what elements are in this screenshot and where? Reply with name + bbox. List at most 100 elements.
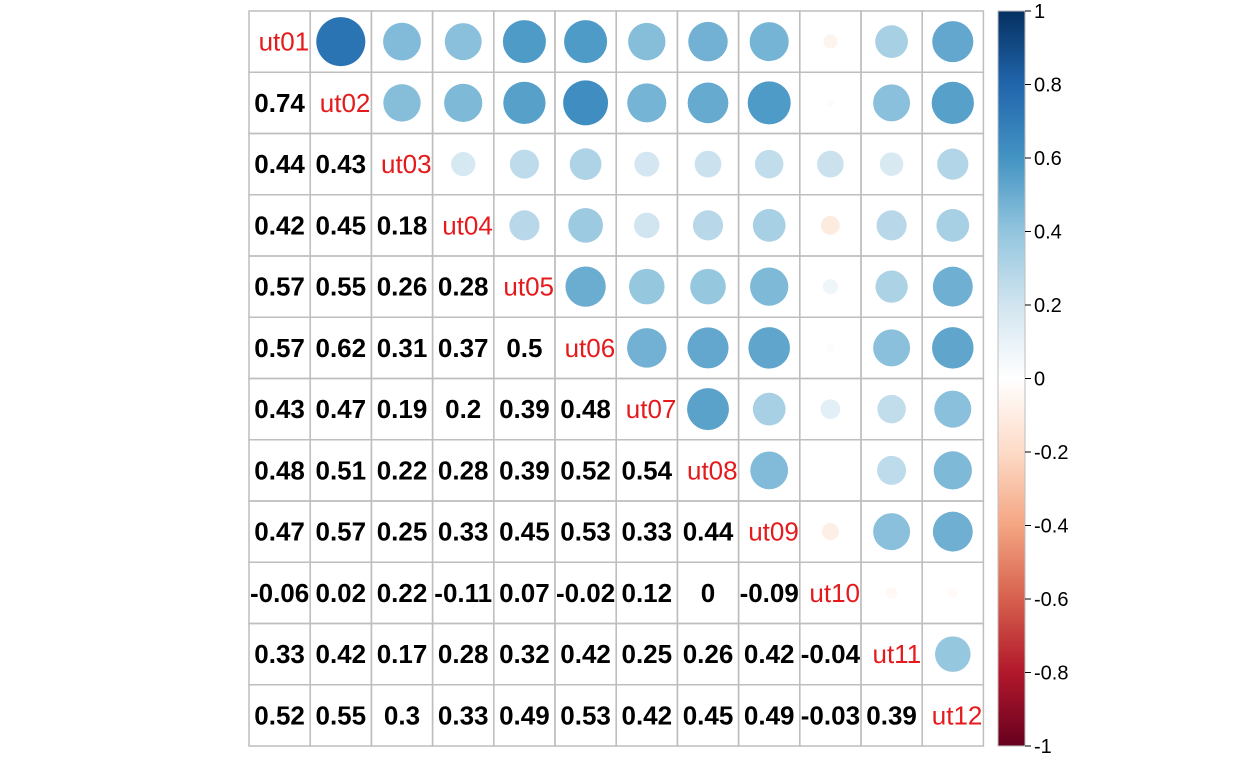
correlation-circle	[932, 266, 973, 307]
correlation-value: 0	[701, 578, 715, 608]
correlation-circle	[451, 152, 476, 177]
colorbar-tick-label: -1	[1034, 736, 1052, 758]
correlation-matrix: ut01 0.74 ut02 0.44 0.43 ut03 0.42 0.45 0.18 ut04…	[248, 10, 985, 747]
correlation-circle	[754, 149, 784, 179]
correlation-circle	[628, 22, 666, 61]
correlation-value: 0.57	[254, 333, 305, 363]
variable-label: ut07	[626, 394, 677, 424]
correlation-value: 0.39	[499, 455, 550, 485]
correlation-circle	[444, 23, 482, 61]
correlation-value: -0.04	[801, 639, 861, 669]
correlation-circle	[877, 455, 907, 485]
correlation-circle	[932, 327, 974, 369]
correlation-value: 0.18	[377, 210, 428, 240]
correlation-circle	[947, 587, 958, 598]
correlation-value: 0.45	[499, 517, 550, 547]
variable-label: ut02	[320, 88, 371, 118]
correlation-circle	[821, 523, 839, 541]
correlation-value: 0.49	[744, 700, 795, 730]
correlation-circle	[932, 21, 974, 63]
correlation-circle	[935, 636, 971, 672]
correlation-circle	[932, 511, 973, 552]
variable-label: ut10	[809, 578, 860, 608]
correlation-value: 0.47	[254, 517, 305, 547]
correlation-circle	[749, 22, 789, 62]
correlation-value: 0.44	[683, 517, 734, 547]
variable-label: ut01	[259, 27, 310, 57]
correlation-value: 0.45	[683, 700, 734, 730]
grid-cell	[799, 439, 862, 502]
correlation-value: 0.74	[254, 88, 305, 118]
correlation-value: 0.55	[315, 700, 366, 730]
correlation-circle	[817, 150, 844, 178]
correlation-circle	[752, 392, 786, 426]
correlation-circle	[750, 267, 789, 306]
correlation-value: 0.42	[315, 639, 366, 669]
variable-label: ut08	[687, 455, 738, 485]
correlation-value: 0.2	[445, 394, 481, 424]
correlation-circle	[565, 266, 606, 307]
correlation-circle	[444, 83, 483, 122]
correlation-value: 0.19	[377, 394, 428, 424]
colorbar-tick-label: 0.8	[1034, 75, 1062, 97]
correlation-circle	[877, 394, 906, 424]
correlation-circle	[885, 587, 898, 599]
correlation-circle	[873, 513, 911, 551]
correlation-value: 0.53	[560, 517, 611, 547]
colorbar-tick-label: -0.8	[1034, 663, 1068, 685]
correlation-circle	[931, 81, 974, 125]
correlation-circle	[629, 268, 665, 305]
correlation-value: 0.32	[499, 639, 550, 669]
correlation-value: 0.25	[621, 639, 672, 669]
correlation-circle	[873, 84, 911, 122]
correlation-value: -0.09	[740, 578, 799, 608]
correlation-value: -0.11	[434, 578, 492, 608]
correlation-value: 0.42	[560, 639, 611, 669]
correlation-circle	[933, 451, 972, 490]
correlation-value: 0.57	[254, 272, 305, 302]
correlation-value: 0.62	[315, 333, 366, 363]
correlation-value: 0.48	[254, 455, 305, 485]
correlation-circle	[934, 390, 972, 428]
correlation-circle	[634, 151, 660, 177]
correlation-value: 0.25	[377, 517, 428, 547]
correlation-circle	[873, 329, 911, 367]
correlation-value: 0.12	[621, 578, 672, 608]
correlation-circle	[688, 21, 728, 62]
correlation-circle	[823, 34, 838, 49]
colorbar-tick-label: 0.2	[1034, 295, 1062, 317]
correlation-circle	[747, 81, 791, 125]
correlation-value: 0.42	[254, 210, 305, 240]
correlation-circle	[748, 327, 790, 369]
correlation-circle	[316, 17, 366, 67]
correlation-circle	[687, 327, 729, 369]
correlation-value: 0.26	[377, 272, 428, 302]
colorbar-tick-label: 1	[1034, 1, 1045, 23]
correlation-value: 0.49	[499, 700, 550, 730]
correlation-circle	[627, 83, 667, 123]
correlation-circle	[509, 210, 540, 241]
correlation-value: 0.57	[315, 517, 366, 547]
correlation-value: 0.22	[377, 578, 428, 608]
correlation-circle	[634, 212, 660, 239]
correlation-value: 0.47	[315, 394, 366, 424]
correlation-value: 0.31	[377, 333, 428, 363]
correlation-value: 0.28	[438, 272, 489, 302]
correlation-value: 0.45	[315, 210, 366, 240]
variable-label: ut03	[381, 149, 432, 179]
correlation-value: 0.22	[377, 455, 428, 485]
colorbar-tick-label: -0.2	[1034, 442, 1068, 464]
correlation-value: 0.42	[744, 639, 795, 669]
colorbar-tick-label: -0.4	[1034, 516, 1068, 538]
correlation-circle	[822, 279, 838, 295]
correlation-value: 0.39	[866, 700, 917, 730]
variable-label: ut09	[748, 517, 799, 547]
correlation-value: 0.44	[254, 149, 305, 179]
correlation-circle	[826, 343, 835, 352]
correlation-circle	[820, 215, 840, 235]
correlation-value: 0.52	[254, 700, 305, 730]
grid-cell	[921, 684, 985, 747]
correlation-value: 0.37	[438, 333, 489, 363]
colorbar-gradient	[997, 10, 1026, 747]
